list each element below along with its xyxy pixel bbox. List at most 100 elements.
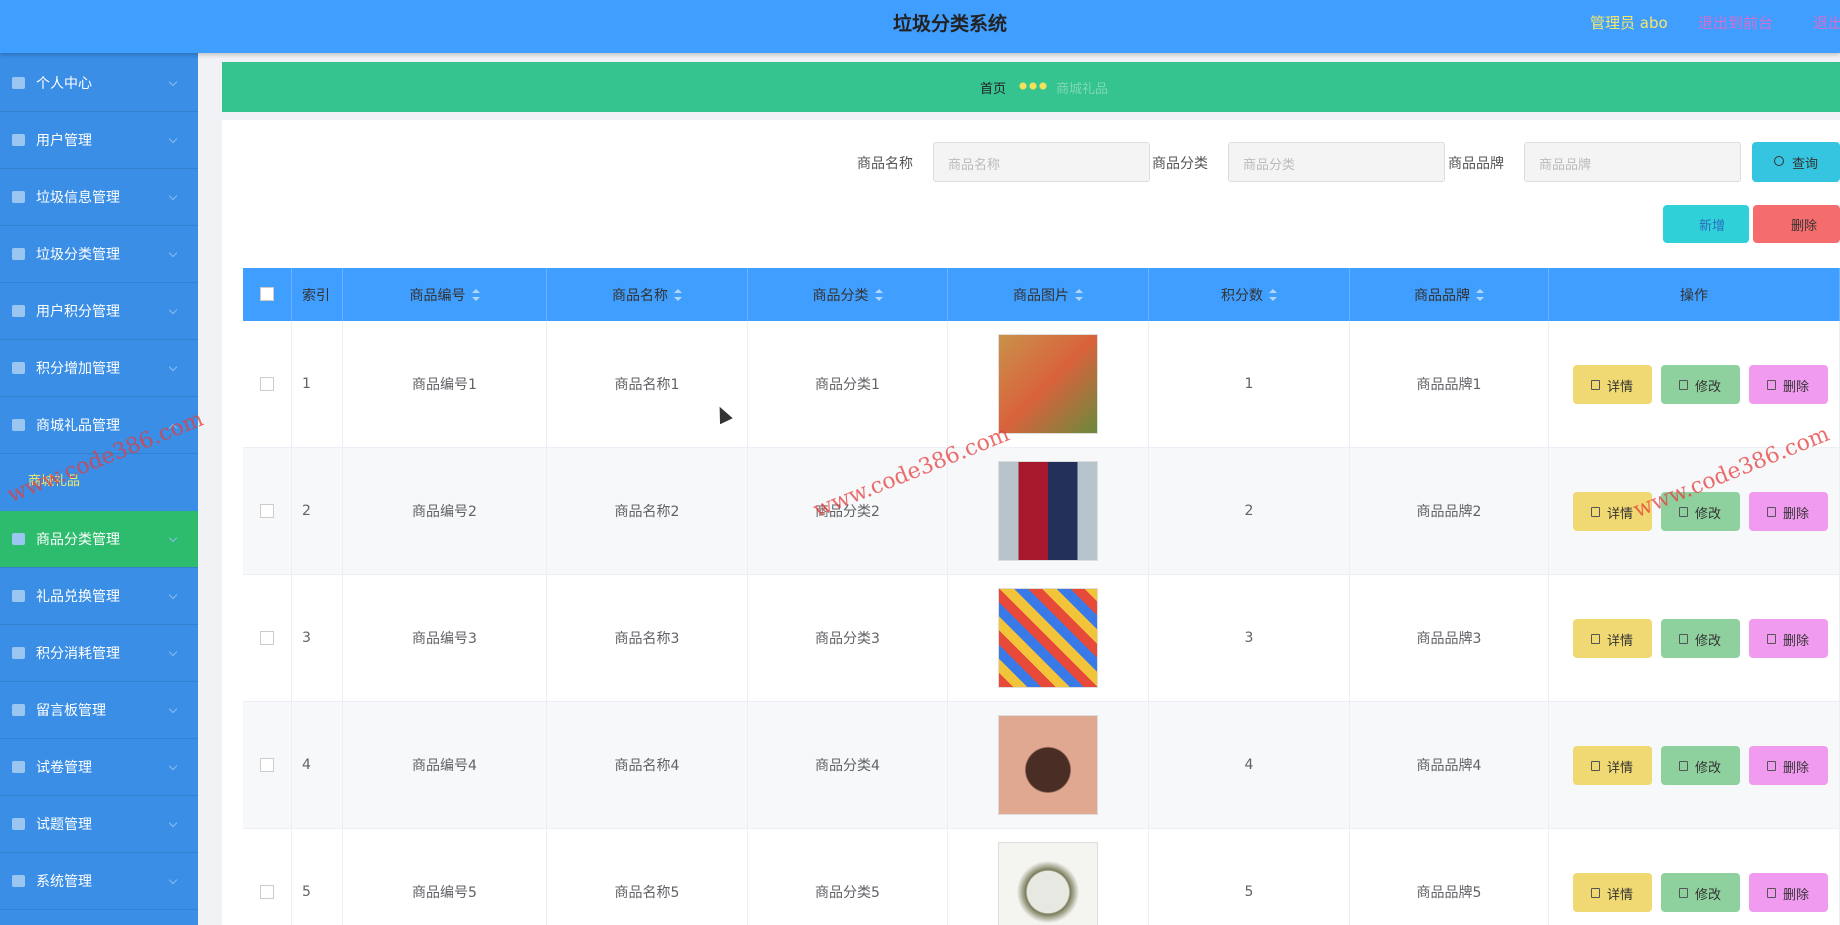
- column-header[interactable]: 商品名称: [547, 268, 748, 321]
- action-button[interactable]: 详情: [1573, 492, 1652, 531]
- sort-icon[interactable]: [1476, 288, 1484, 301]
- cell: 商品分类1: [748, 321, 948, 448]
- breadcrumb-home[interactable]: 首页: [980, 82, 1007, 97]
- row-checkbox[interactable]: [260, 504, 274, 518]
- action-button[interactable]: 修改: [1661, 873, 1740, 912]
- column-header[interactable]: 商品分类: [748, 268, 948, 321]
- menu-icon: [12, 362, 25, 374]
- action-button[interactable]: 详情: [1573, 365, 1652, 404]
- cell-text: 商品分类1: [815, 377, 880, 393]
- submenu-item[interactable]: 商城礼品: [28, 474, 81, 489]
- cell-text: 商品名称3: [614, 631, 680, 647]
- search-label: 商品名称: [857, 156, 913, 172]
- cell-text: 4: [1244, 757, 1254, 773]
- menu-arrow: [168, 362, 178, 372]
- menu-arrow: [168, 590, 178, 600]
- menu-item[interactable]: 用户管理: [0, 112, 198, 169]
- batch-delete-button[interactable]: 删除: [1753, 205, 1840, 243]
- search-input[interactable]: 商品品牌: [1524, 142, 1741, 182]
- menu-icon: [12, 818, 25, 830]
- cell: 商品分类2: [748, 448, 948, 575]
- action-button[interactable]: 修改: [1661, 619, 1740, 658]
- cell: 商品品牌1: [1350, 321, 1549, 448]
- search-button[interactable]: 查询: [1752, 142, 1840, 182]
- menu-label: 商城礼品管理: [36, 418, 120, 434]
- action-label: 修改: [1695, 507, 1722, 522]
- cell-text: 2: [1244, 503, 1254, 519]
- cell-text: 商品分类2: [815, 504, 880, 520]
- header-label: 商品编号: [409, 287, 466, 304]
- action-button[interactable]: 修改: [1661, 746, 1740, 785]
- search-label: 商品分类: [1152, 156, 1208, 172]
- cell: 4: [1149, 702, 1350, 829]
- cell: 商品编号1: [343, 321, 547, 448]
- action-button[interactable]: 删除: [1749, 746, 1828, 785]
- menu-item[interactable]: 留言板管理: [0, 682, 198, 739]
- menu-item[interactable]: 积分消耗管理: [0, 625, 198, 682]
- sort-icon[interactable]: [674, 288, 682, 301]
- menu-arrow: [168, 647, 178, 657]
- sort-icon[interactable]: [471, 288, 480, 301]
- menu-item[interactable]: 礼品兑换管理: [0, 568, 198, 625]
- action-icon: [1591, 634, 1600, 644]
- action-button[interactable]: 删除: [1749, 492, 1828, 531]
- cell: 2: [1149, 448, 1350, 575]
- action-icon: [1679, 888, 1688, 898]
- action-icon: [1679, 634, 1688, 644]
- cell-text: 商品分类3: [815, 631, 880, 647]
- column-header[interactable]: 商品编号: [343, 268, 547, 321]
- row-checkbox[interactable]: [260, 377, 274, 391]
- header-label: 商品品牌: [1414, 287, 1470, 304]
- menu-item[interactable]: 用户积分管理: [0, 283, 198, 340]
- add-button[interactable]: 新增: [1663, 205, 1749, 243]
- menu-item[interactable]: 试题管理: [0, 796, 198, 853]
- cell-text: 1: [302, 376, 311, 392]
- row-checkbox[interactable]: [260, 631, 274, 645]
- menu-item[interactable]: 垃圾信息管理: [0, 169, 198, 226]
- action-button[interactable]: 详情: [1573, 619, 1652, 658]
- menu-item[interactable]: 商品分类管理: [0, 511, 198, 568]
- sort-icon[interactable]: [1269, 288, 1277, 301]
- cell: 3: [292, 575, 343, 702]
- action-button[interactable]: 详情: [1573, 746, 1652, 785]
- menu-item[interactable]: 试卷管理: [0, 739, 198, 796]
- front-link[interactable]: 退出到前台: [1698, 14, 1774, 32]
- menu-label: 积分消耗管理: [36, 646, 120, 662]
- cell-text: 5: [1244, 884, 1254, 900]
- menu-item[interactable]: 积分增加管理: [0, 340, 198, 397]
- menu-label: 用户管理: [36, 133, 92, 149]
- action-button[interactable]: 详情: [1573, 873, 1652, 912]
- action-icon: [1679, 507, 1688, 517]
- action-button[interactable]: 修改: [1661, 492, 1740, 531]
- cell: [948, 321, 1149, 448]
- action-button[interactable]: 删除: [1749, 365, 1828, 404]
- row-checkbox[interactable]: [260, 885, 274, 899]
- sort-icon[interactable]: [874, 288, 883, 301]
- menu-label: 垃圾分类管理: [36, 247, 120, 263]
- checkbox[interactable]: [260, 287, 274, 301]
- cell-text: 商品品牌1: [1416, 377, 1482, 393]
- menu-label: 用户积分管理: [36, 304, 120, 320]
- product-image: [998, 461, 1098, 561]
- menu-item[interactable]: 垃圾分类管理: [0, 226, 198, 283]
- column-header[interactable]: 商品图片: [948, 268, 1149, 321]
- menu-item[interactable]: 系统管理: [0, 853, 198, 910]
- menu-label: 垃圾信息管理: [36, 190, 120, 206]
- column-header[interactable]: 商品品牌: [1350, 268, 1549, 321]
- menu-item[interactable]: 商城礼品管理: [0, 397, 198, 454]
- action-button[interactable]: 修改: [1661, 365, 1740, 404]
- column-header[interactable]: 积分数: [1149, 268, 1350, 321]
- sort-icon[interactable]: [1075, 288, 1083, 301]
- menu-label: 试题管理: [36, 817, 92, 833]
- logout-link[interactable]: 退出登录: [1813, 14, 1840, 32]
- action-button[interactable]: 删除: [1749, 873, 1828, 912]
- menu-icon: [12, 761, 25, 773]
- search-input[interactable]: 商品分类: [1228, 142, 1445, 182]
- row-checkbox[interactable]: [260, 758, 274, 772]
- action-button[interactable]: 删除: [1749, 619, 1828, 658]
- menu-label: 系统管理: [36, 874, 92, 890]
- search-input[interactable]: 商品名称: [933, 142, 1150, 182]
- cell: 详情 修改 删除: [1549, 829, 1840, 925]
- product-image: [998, 588, 1098, 688]
- menu-item[interactable]: 个人中心: [0, 55, 198, 112]
